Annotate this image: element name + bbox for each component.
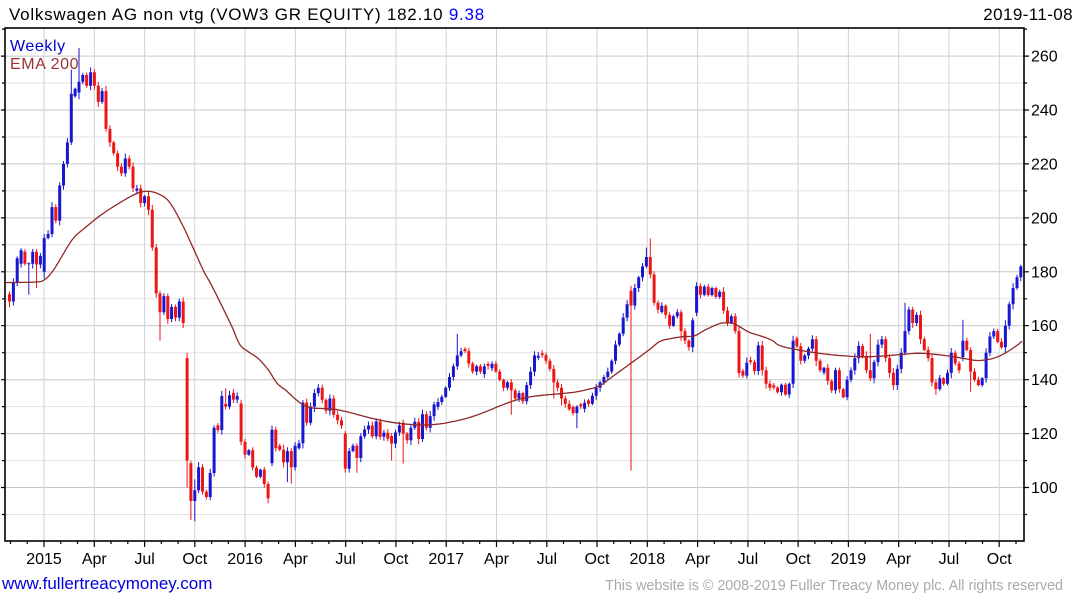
svg-text:2017: 2017 — [428, 551, 464, 568]
svg-text:Jul: Jul — [738, 551, 758, 568]
svg-text:2019-11-08: 2019-11-08 — [983, 5, 1073, 24]
svg-text:Jul: Jul — [537, 551, 557, 568]
svg-text:260: 260 — [1031, 49, 1058, 66]
svg-text:2018: 2018 — [630, 551, 666, 568]
svg-text:120: 120 — [1031, 426, 1058, 443]
svg-text:Jul: Jul — [134, 551, 154, 568]
svg-text:200: 200 — [1031, 210, 1058, 227]
svg-text:Oct: Oct — [585, 551, 610, 568]
svg-text:2019: 2019 — [831, 551, 867, 568]
svg-text:Apr: Apr — [886, 551, 912, 568]
svg-text:www.fullertreacymoney.com: www.fullertreacymoney.com — [1, 574, 212, 593]
svg-text:220: 220 — [1031, 156, 1058, 173]
svg-text:240: 240 — [1031, 103, 1058, 120]
svg-text:2015: 2015 — [26, 551, 62, 568]
svg-text:Jul: Jul — [335, 551, 355, 568]
svg-text:Weekly: Weekly — [10, 38, 66, 55]
svg-text:EMA 200: EMA 200 — [10, 56, 79, 73]
svg-text:100: 100 — [1031, 480, 1058, 497]
svg-text:Apr: Apr — [283, 551, 309, 568]
svg-text:Apr: Apr — [82, 551, 108, 568]
svg-text:Jul: Jul — [939, 551, 959, 568]
svg-text:Volkswagen AG non vtg (VOW3 GR: Volkswagen AG non vtg (VOW3 GR EQUITY) 1… — [9, 5, 485, 24]
svg-text:Oct: Oct — [786, 551, 811, 568]
svg-text:Apr: Apr — [685, 551, 711, 568]
svg-text:160: 160 — [1031, 318, 1058, 335]
svg-text:180: 180 — [1031, 264, 1058, 281]
svg-text:Oct: Oct — [182, 551, 207, 568]
svg-text:Oct: Oct — [987, 551, 1012, 568]
svg-text:2016: 2016 — [227, 551, 263, 568]
svg-text:Apr: Apr — [484, 551, 510, 568]
svg-text:140: 140 — [1031, 372, 1058, 389]
svg-text:This website is © 2008-2019 Fu: This website is © 2008-2019 Fuller Treac… — [605, 578, 1063, 594]
svg-text:Oct: Oct — [383, 551, 408, 568]
